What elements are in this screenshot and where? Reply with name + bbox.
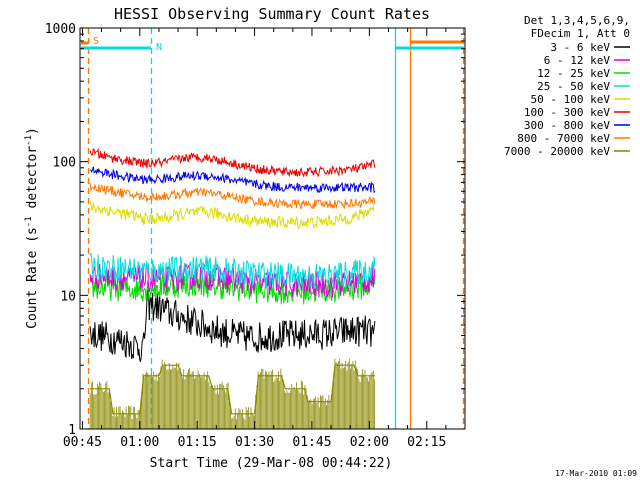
series-25-50-kev <box>89 252 376 290</box>
series-layer <box>89 147 376 429</box>
series-3-6-kev <box>89 288 376 362</box>
generation-timestamp: 17-Mar-2010 01:09 <box>555 469 637 478</box>
axes: 00:45 01:00 01:15 01:30 01:45 02:00 02:15 1 10 10… <box>45 22 466 450</box>
y-axis-label-sup1: -1 <box>24 216 34 227</box>
x-tick-label: 01:00 <box>120 435 159 450</box>
series-50-100-kev <box>89 199 376 230</box>
series-line <box>89 272 376 305</box>
legend-label: 7000 - 20000 keV <box>504 145 610 158</box>
series-line <box>89 166 376 194</box>
x-tick-label: 01:45 <box>292 435 331 450</box>
x-tick-label: 02:00 <box>350 435 389 450</box>
legend-header-line-1: Det 1,3,4,5,6,9, <box>524 14 630 27</box>
plot-frame <box>79 27 466 430</box>
y-axis-label-suffix: ) <box>25 127 40 135</box>
legend-label: 800 - 7000 keV <box>517 132 610 145</box>
series-line <box>89 147 376 178</box>
chart-annotations: SN <box>81 28 465 429</box>
series-line <box>89 288 376 362</box>
marker-label-n: N <box>156 42 162 53</box>
series-line <box>89 252 376 290</box>
series-800-7000-kev <box>89 182 376 210</box>
chart-title: HESSI Observing Summary Count Rates <box>114 5 430 23</box>
x-tick-label: 01:30 <box>235 435 274 450</box>
y-tick-label: 1000 <box>45 22 76 37</box>
legend: Det 1,3,4,5,6,9, FDecim 1, Att 0 3 - 6 k… <box>504 14 630 158</box>
series-line <box>90 364 376 415</box>
series-12-25-kev <box>89 272 376 305</box>
legend-label: 3 - 6 keV <box>550 41 610 54</box>
marker-label-s: S <box>93 36 99 47</box>
y-tick-label: 10 <box>60 289 76 304</box>
y-axis-label-mid: detector <box>25 146 40 217</box>
series-100-300-kev <box>89 147 376 178</box>
series-line <box>89 182 376 210</box>
y-axis-label: Count Rate (s-1 detector-1) <box>24 127 40 329</box>
y-tick-label: 1 <box>68 423 76 438</box>
x-tick-label: 01:15 <box>178 435 217 450</box>
x-tick-label: 00:45 <box>63 435 102 450</box>
legend-label: 12 - 25 keV <box>537 67 610 80</box>
legend-header-line-2: FDecim 1, Att 0 <box>531 27 630 40</box>
legend-label: 300 - 800 keV <box>524 119 610 132</box>
series-300-800-kev <box>89 166 376 194</box>
x-tick-label: 02:15 <box>407 435 446 450</box>
x-axis-label: Start Time (29-Mar-08 00:44:22) <box>150 456 393 471</box>
y-axis-label-prefix: Count Rate (s <box>25 227 40 329</box>
legend-label: 6 - 12 keV <box>544 54 611 67</box>
legend-label: 25 - 50 keV <box>537 80 610 93</box>
series-line <box>89 199 376 230</box>
y-axis-label-sup2: -1 <box>24 135 34 146</box>
y-tick-label: 100 <box>53 156 76 171</box>
legend-label: 50 - 100 keV <box>531 93 611 106</box>
series-7000-20000-kev <box>89 358 376 429</box>
legend-label: 100 - 300 keV <box>524 106 610 119</box>
